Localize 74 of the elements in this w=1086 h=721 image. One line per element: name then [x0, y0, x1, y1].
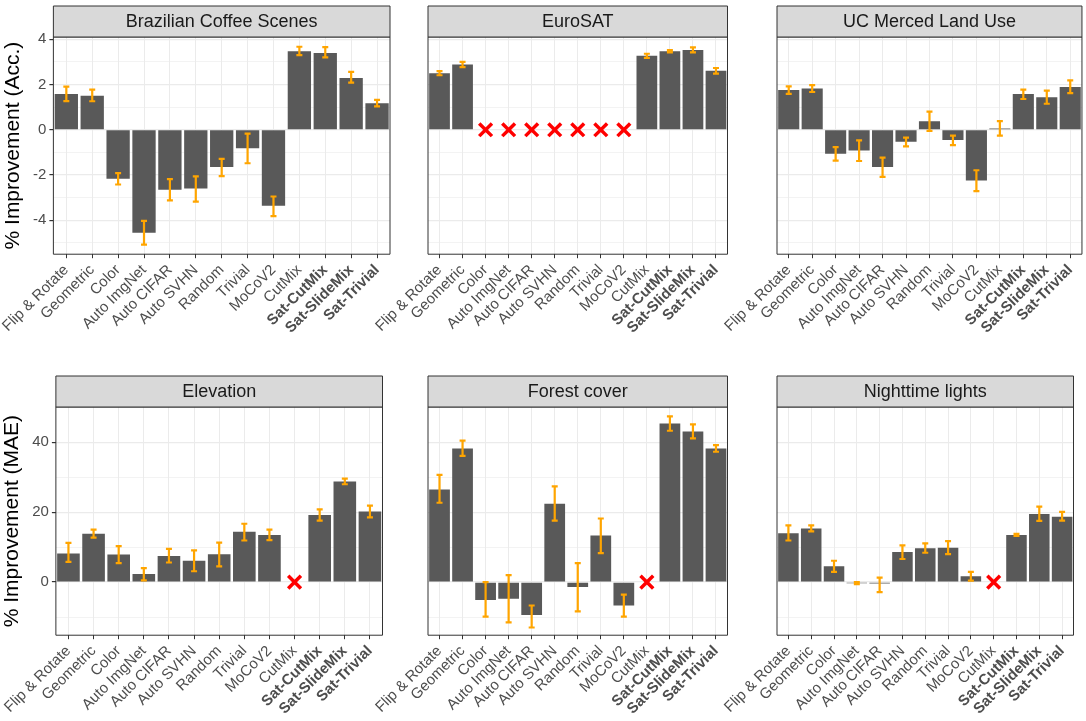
bar	[57, 553, 80, 582]
chart-title: Brazilian Coffee Scenes	[125, 10, 318, 31]
bar	[682, 49, 704, 130]
bar	[313, 53, 337, 130]
bar	[1006, 534, 1027, 582]
bar	[872, 130, 894, 168]
bar	[682, 431, 704, 582]
bar	[207, 554, 231, 582]
bar	[1059, 87, 1081, 130]
bar	[778, 533, 799, 582]
bar	[823, 566, 845, 582]
bar	[544, 503, 566, 582]
y-tick-label: 0	[38, 119, 47, 137]
y-tick-label: 20	[32, 502, 49, 520]
bar	[892, 552, 913, 582]
chart-title: Forest cover	[527, 380, 628, 401]
bar	[1012, 94, 1034, 130]
y-tick-label: -4	[33, 210, 47, 228]
bar	[210, 130, 234, 168]
chart-title: Elevation	[182, 380, 257, 401]
bar	[233, 531, 256, 582]
bar	[1036, 97, 1058, 130]
bar	[942, 130, 964, 140]
bar	[636, 55, 658, 130]
y-tick-label: 40	[32, 432, 49, 450]
bar	[106, 130, 130, 179]
bar	[158, 130, 182, 190]
y-tick-label: 2	[38, 74, 47, 92]
bar	[82, 533, 105, 582]
bar	[895, 130, 917, 142]
bar	[358, 511, 382, 582]
bar	[287, 51, 312, 130]
bar	[308, 514, 331, 582]
bar	[521, 582, 543, 615]
bar	[800, 528, 822, 582]
y-axis-title: % Improvement (Acc.)	[0, 41, 24, 250]
bar	[365, 103, 389, 130]
y-tick-label: -2	[33, 165, 47, 183]
bar	[778, 89, 800, 130]
bar	[54, 94, 78, 130]
bar	[937, 547, 959, 582]
bar	[590, 535, 612, 582]
chart-title: EuroSAT	[541, 10, 614, 31]
bar	[914, 548, 936, 582]
y-tick-label: 0	[40, 572, 49, 590]
bar	[333, 481, 357, 582]
bar	[705, 70, 727, 130]
bar	[498, 582, 519, 599]
bar	[1051, 516, 1073, 582]
y-tick-label: 4	[38, 29, 47, 47]
bar	[801, 88, 823, 130]
bar	[452, 64, 473, 130]
chart-title: Nighttime lights	[863, 380, 987, 401]
bar	[659, 423, 681, 582]
bar	[157, 555, 181, 582]
bar	[80, 95, 104, 130]
bar	[339, 77, 363, 130]
bar	[184, 130, 208, 189]
chart-title: UC Merced Land Use	[842, 10, 1017, 31]
bar	[261, 130, 286, 206]
bar	[452, 448, 473, 582]
bar	[258, 534, 281, 582]
bar	[613, 582, 635, 606]
bar	[132, 130, 156, 233]
bar	[965, 130, 987, 181]
bar	[1029, 513, 1050, 582]
y-axis-title: % Improvement (MAE)	[0, 414, 23, 628]
bar	[429, 489, 450, 582]
bar	[429, 73, 450, 130]
bar	[825, 130, 847, 154]
bar	[107, 554, 130, 582]
bar	[848, 130, 870, 151]
bar	[705, 448, 727, 582]
bar	[659, 51, 681, 130]
